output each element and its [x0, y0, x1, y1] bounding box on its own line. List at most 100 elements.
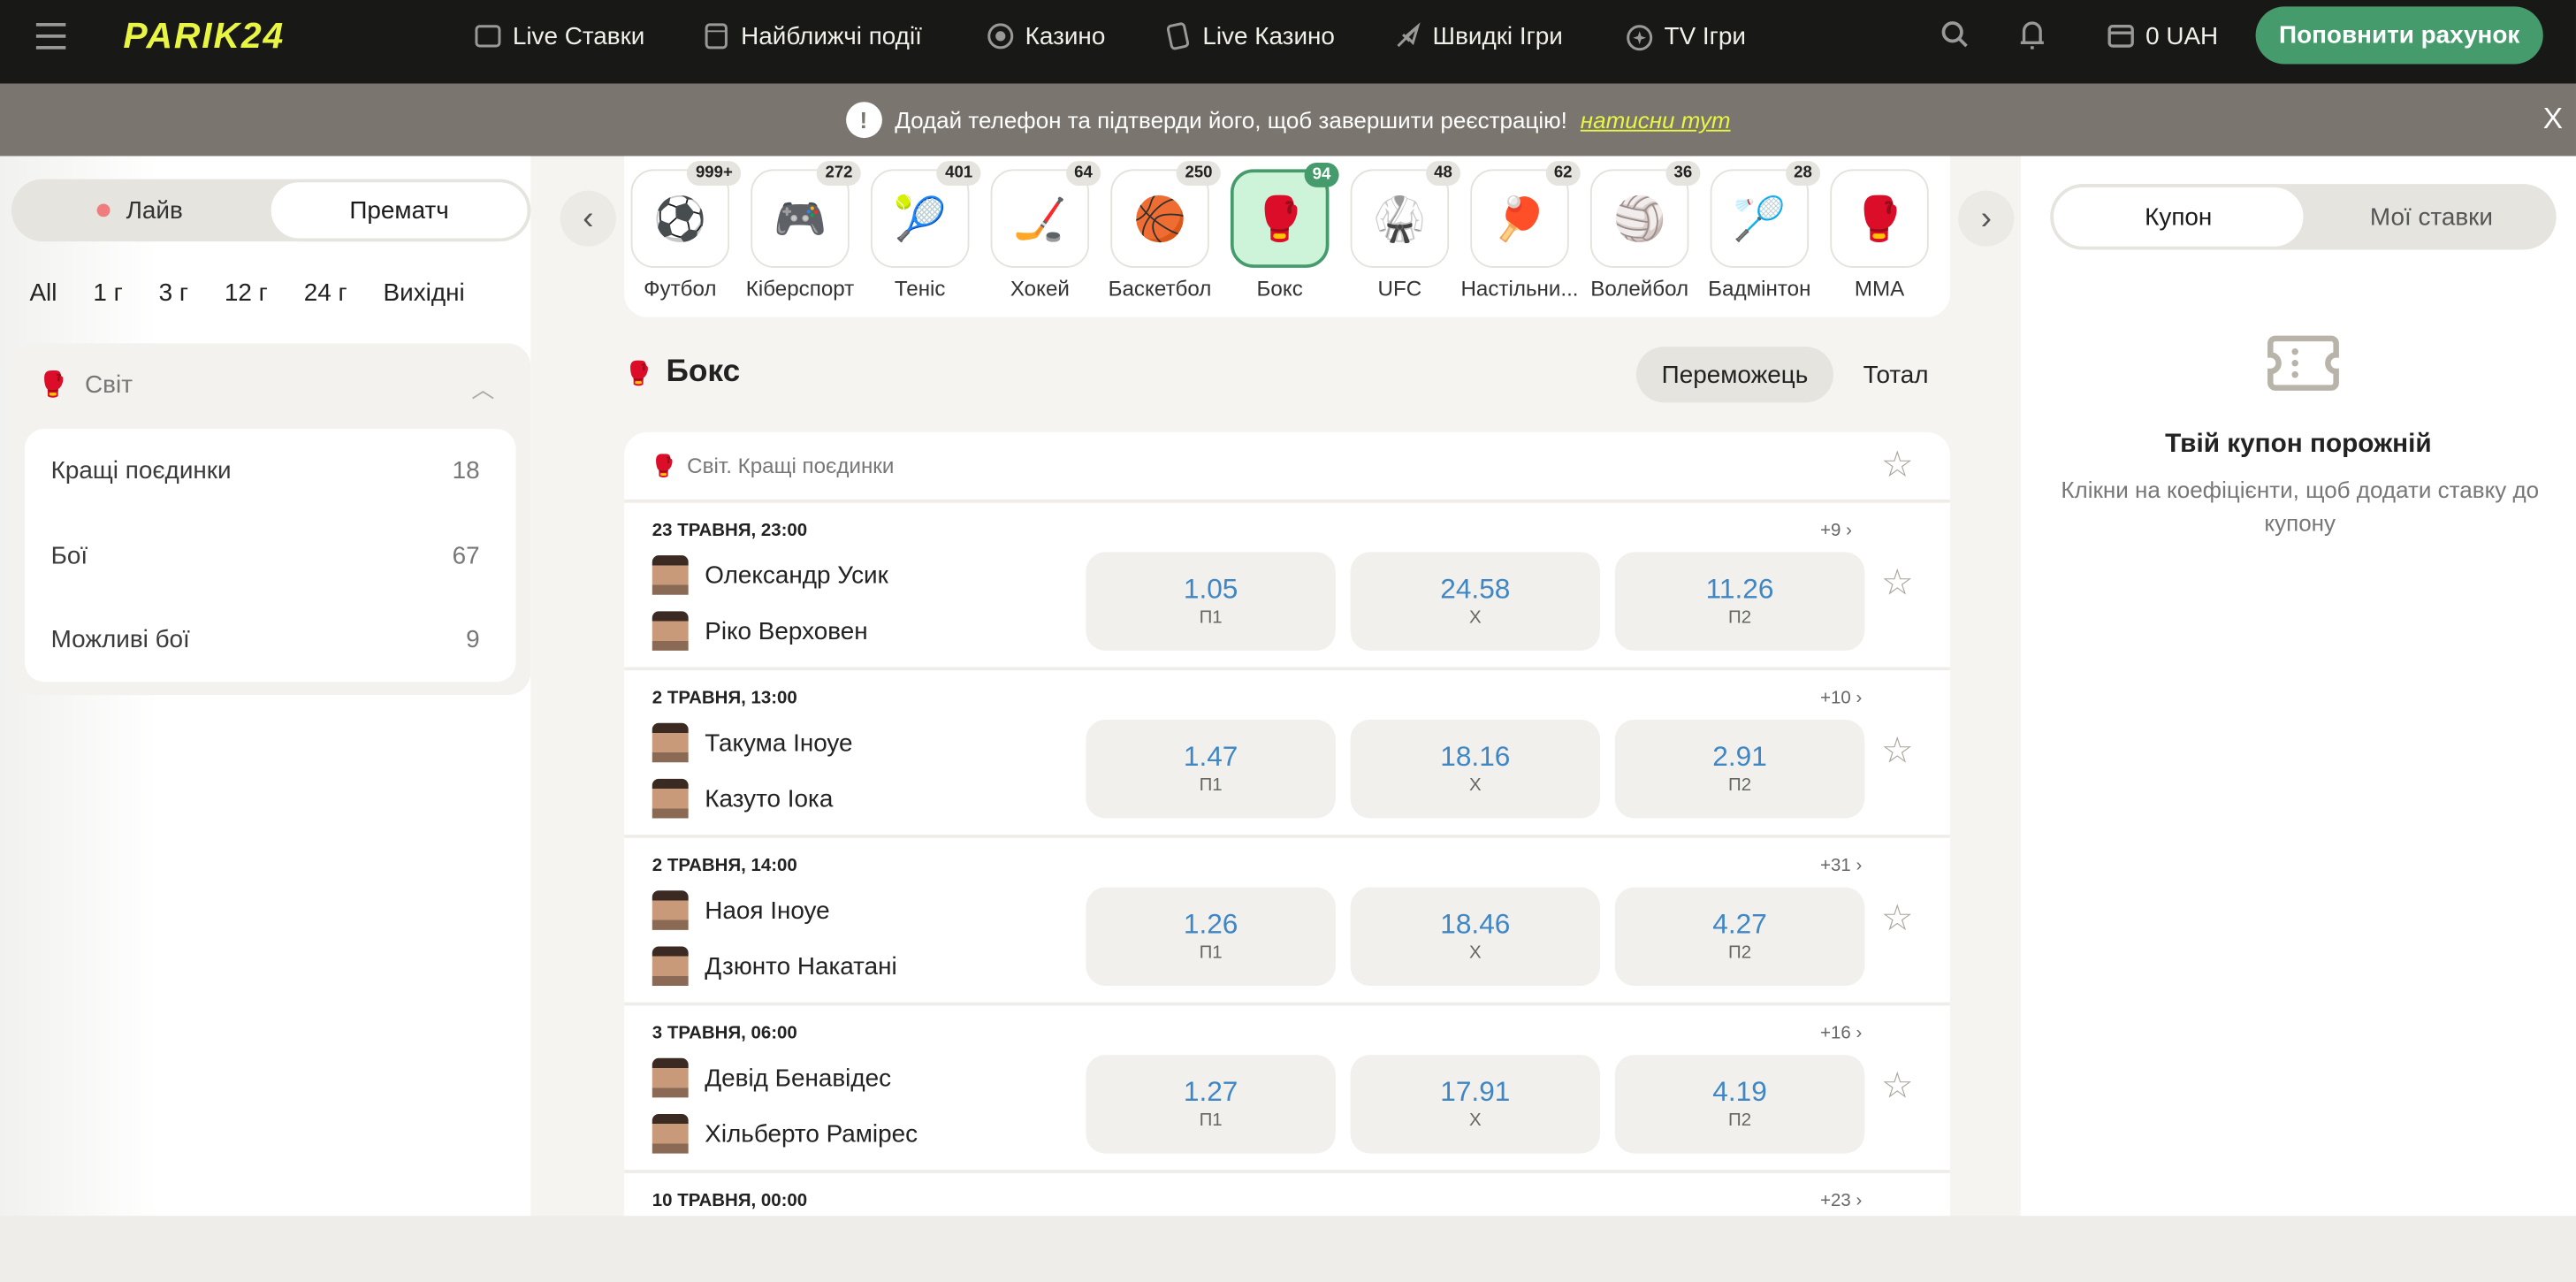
more-markets-link[interactable]: +23 ›: [1820, 1191, 1863, 1211]
time-filter[interactable]: 1 г: [93, 279, 123, 308]
sport-label[interactable]: Бадмінтон: [1708, 276, 1811, 301]
team-away[interactable]: Ріко Верховен: [652, 611, 868, 651]
sport-label[interactable]: Футбол: [644, 276, 717, 301]
chevron-up-icon[interactable]: ︿: [471, 376, 495, 403]
tab-my-bets[interactable]: Мої ставки: [2369, 202, 2493, 232]
odds-button[interactable]: 18.46 Х: [1350, 887, 1601, 987]
league-count: 9: [466, 626, 480, 655]
sport-label[interactable]: Настільни...: [1460, 276, 1579, 301]
live-tab[interactable]: Лайв: [11, 179, 268, 242]
banner-link[interactable]: натисни тут: [1580, 106, 1731, 134]
sport-count: 62: [1545, 161, 1581, 186]
carousel-prev-button[interactable]: ‹: [560, 190, 616, 247]
time-filter[interactable]: All: [29, 279, 57, 308]
odds-button[interactable]: 17.91 Х: [1350, 1055, 1601, 1154]
star-icon[interactable]: ☆: [1880, 897, 1914, 939]
odds-button[interactable]: 24.58 Х: [1350, 552, 1601, 651]
sport-label[interactable]: UFC: [1377, 276, 1422, 301]
league-item[interactable]: Бої 67: [25, 514, 516, 599]
tab-winner[interactable]: Переможець: [1635, 347, 1833, 403]
league-header[interactable]: 🥊 Світ. Кращі поєдинки ☆: [624, 432, 1950, 503]
nav-item[interactable]: Live Ставки: [473, 19, 644, 52]
odds-button[interactable]: 11.26 П2: [1614, 552, 1865, 651]
tab-total[interactable]: Тотал: [1863, 360, 1929, 389]
odds-button[interactable]: 1.05 П1: [1086, 552, 1336, 651]
nav-item[interactable]: TV Ігри: [1625, 19, 1746, 52]
sport-item[interactable]: 🏸 28: [1710, 161, 1821, 268]
nav-item[interactable]: Найближчі події: [702, 19, 922, 52]
coupon-toggle: Купон Мої ставки: [2050, 184, 2557, 250]
time-filter[interactable]: 24 г: [303, 279, 347, 308]
sport-item[interactable]: 🎾 401: [870, 161, 981, 268]
sport-item[interactable]: 🎮 272: [751, 161, 861, 268]
balance[interactable]: 0 UAH: [2106, 19, 2218, 52]
topup-button[interactable]: Поповнити рахунок: [2255, 6, 2543, 65]
team-home[interactable]: Олександр Усик: [652, 555, 888, 595]
odds-label: П1: [1199, 942, 1223, 964]
more-markets-link[interactable]: +9 ›: [1820, 521, 1852, 541]
star-icon[interactable]: ☆: [1880, 443, 1914, 485]
star-icon[interactable]: ☆: [1880, 561, 1914, 604]
sport-count: 64: [1065, 161, 1101, 186]
sport-label[interactable]: Хокей: [1010, 276, 1070, 301]
team-away[interactable]: Дзюнто Накатані: [652, 946, 897, 987]
menu-icon[interactable]: [35, 23, 66, 50]
time-filter[interactable]: Вихідні: [383, 279, 465, 308]
carousel-next-button[interactable]: ›: [1958, 190, 2015, 247]
sport-item[interactable]: ⚽ 999+: [630, 161, 742, 268]
sport-item[interactable]: 🏐 36: [1589, 161, 1701, 268]
logo[interactable]: PARIK24: [123, 14, 286, 57]
sport-label[interactable]: Кіберспорт: [745, 276, 855, 301]
nav-item[interactable]: Live Казино: [1163, 19, 1335, 52]
sport-label[interactable]: Баскетбол: [1108, 276, 1212, 301]
team-name: Наоя Іноуе: [705, 896, 830, 925]
team-away[interactable]: Хільберто Рамірес: [652, 1113, 918, 1154]
league-item[interactable]: Кращі поєдинки 18: [25, 429, 516, 514]
sport-label[interactable]: Теніс: [894, 276, 946, 301]
sport-item[interactable]: 🏓 62: [1470, 161, 1581, 268]
odds-button[interactable]: 4.27 П2: [1614, 887, 1865, 987]
prematch-tab[interactable]: Прематч: [267, 179, 531, 242]
odds-button[interactable]: 4.19 П2: [1614, 1055, 1865, 1154]
odds-button[interactable]: 18.16 Х: [1350, 719, 1601, 819]
nav-item[interactable]: Швидкі Ігри: [1393, 19, 1563, 52]
sports-carousel: ⚽ 999+ Футбол 🎮 272 Кіберспорт 🎾 401 Теніс 🏒 64 Хок…: [624, 156, 1950, 317]
team-home[interactable]: Такума Іноуе: [652, 722, 853, 763]
nav-item[interactable]: Казино: [986, 19, 1105, 52]
odds-button[interactable]: 1.47 П1: [1086, 719, 1336, 819]
sport-label[interactable]: MMA: [1854, 276, 1905, 301]
star-icon[interactable]: ☆: [1880, 729, 1914, 771]
odds-button[interactable]: 1.27 П1: [1086, 1055, 1336, 1154]
odds-value: 1.27: [1183, 1076, 1238, 1108]
team-name: Казуто Іока: [705, 784, 834, 813]
tab-coupon[interactable]: Купон: [2050, 184, 2307, 250]
league-item[interactable]: Можливі бої 9: [25, 598, 516, 683]
team-home[interactable]: Наоя Іноуе: [652, 890, 830, 930]
bell-icon[interactable]: [2017, 18, 2046, 50]
group-header[interactable]: 🥊 Світ: [38, 370, 133, 400]
banner-text: Додай телефон та підтверди його, щоб зав…: [895, 106, 1567, 134]
sport-item[interactable]: 🥊: [1830, 169, 1929, 268]
search-icon[interactable]: [1940, 19, 1970, 49]
time-filter[interactable]: 3 г: [158, 279, 189, 308]
more-markets-link[interactable]: +10 ›: [1820, 688, 1863, 708]
team-home[interactable]: Девід Бенавідес: [652, 1057, 891, 1098]
match-row: 10 ТРАВНЯ, 00:00 +23 ›: [624, 1173, 1950, 1216]
sport-item[interactable]: 🏀 250: [1110, 161, 1221, 268]
time-filter[interactable]: 12 г: [224, 279, 268, 308]
sport-item[interactable]: 🏒 64: [990, 161, 1101, 268]
more-markets-link[interactable]: +31 ›: [1820, 856, 1863, 876]
close-banner-button[interactable]: X: [2542, 102, 2564, 135]
star-icon[interactable]: ☆: [1880, 1065, 1914, 1106]
odds-value: 24.58: [1440, 573, 1511, 605]
odds-button[interactable]: 1.26 П1: [1086, 887, 1336, 987]
group-world: 🥊 Світ ︿ Кращі поєдинки 18 Бої 67 Можливі бої…: [11, 343, 531, 696]
odds-button[interactable]: 2.91 П2: [1614, 719, 1865, 819]
team-away[interactable]: Казуто Іока: [652, 778, 834, 819]
sport-label[interactable]: Бокс: [1256, 276, 1303, 301]
sport-item[interactable]: 🥊 94: [1230, 162, 1339, 268]
sport-item[interactable]: 🥋 48: [1350, 161, 1461, 268]
more-markets-link[interactable]: +16 ›: [1820, 1023, 1863, 1044]
sport-label[interactable]: Волейбол: [1590, 276, 1689, 301]
